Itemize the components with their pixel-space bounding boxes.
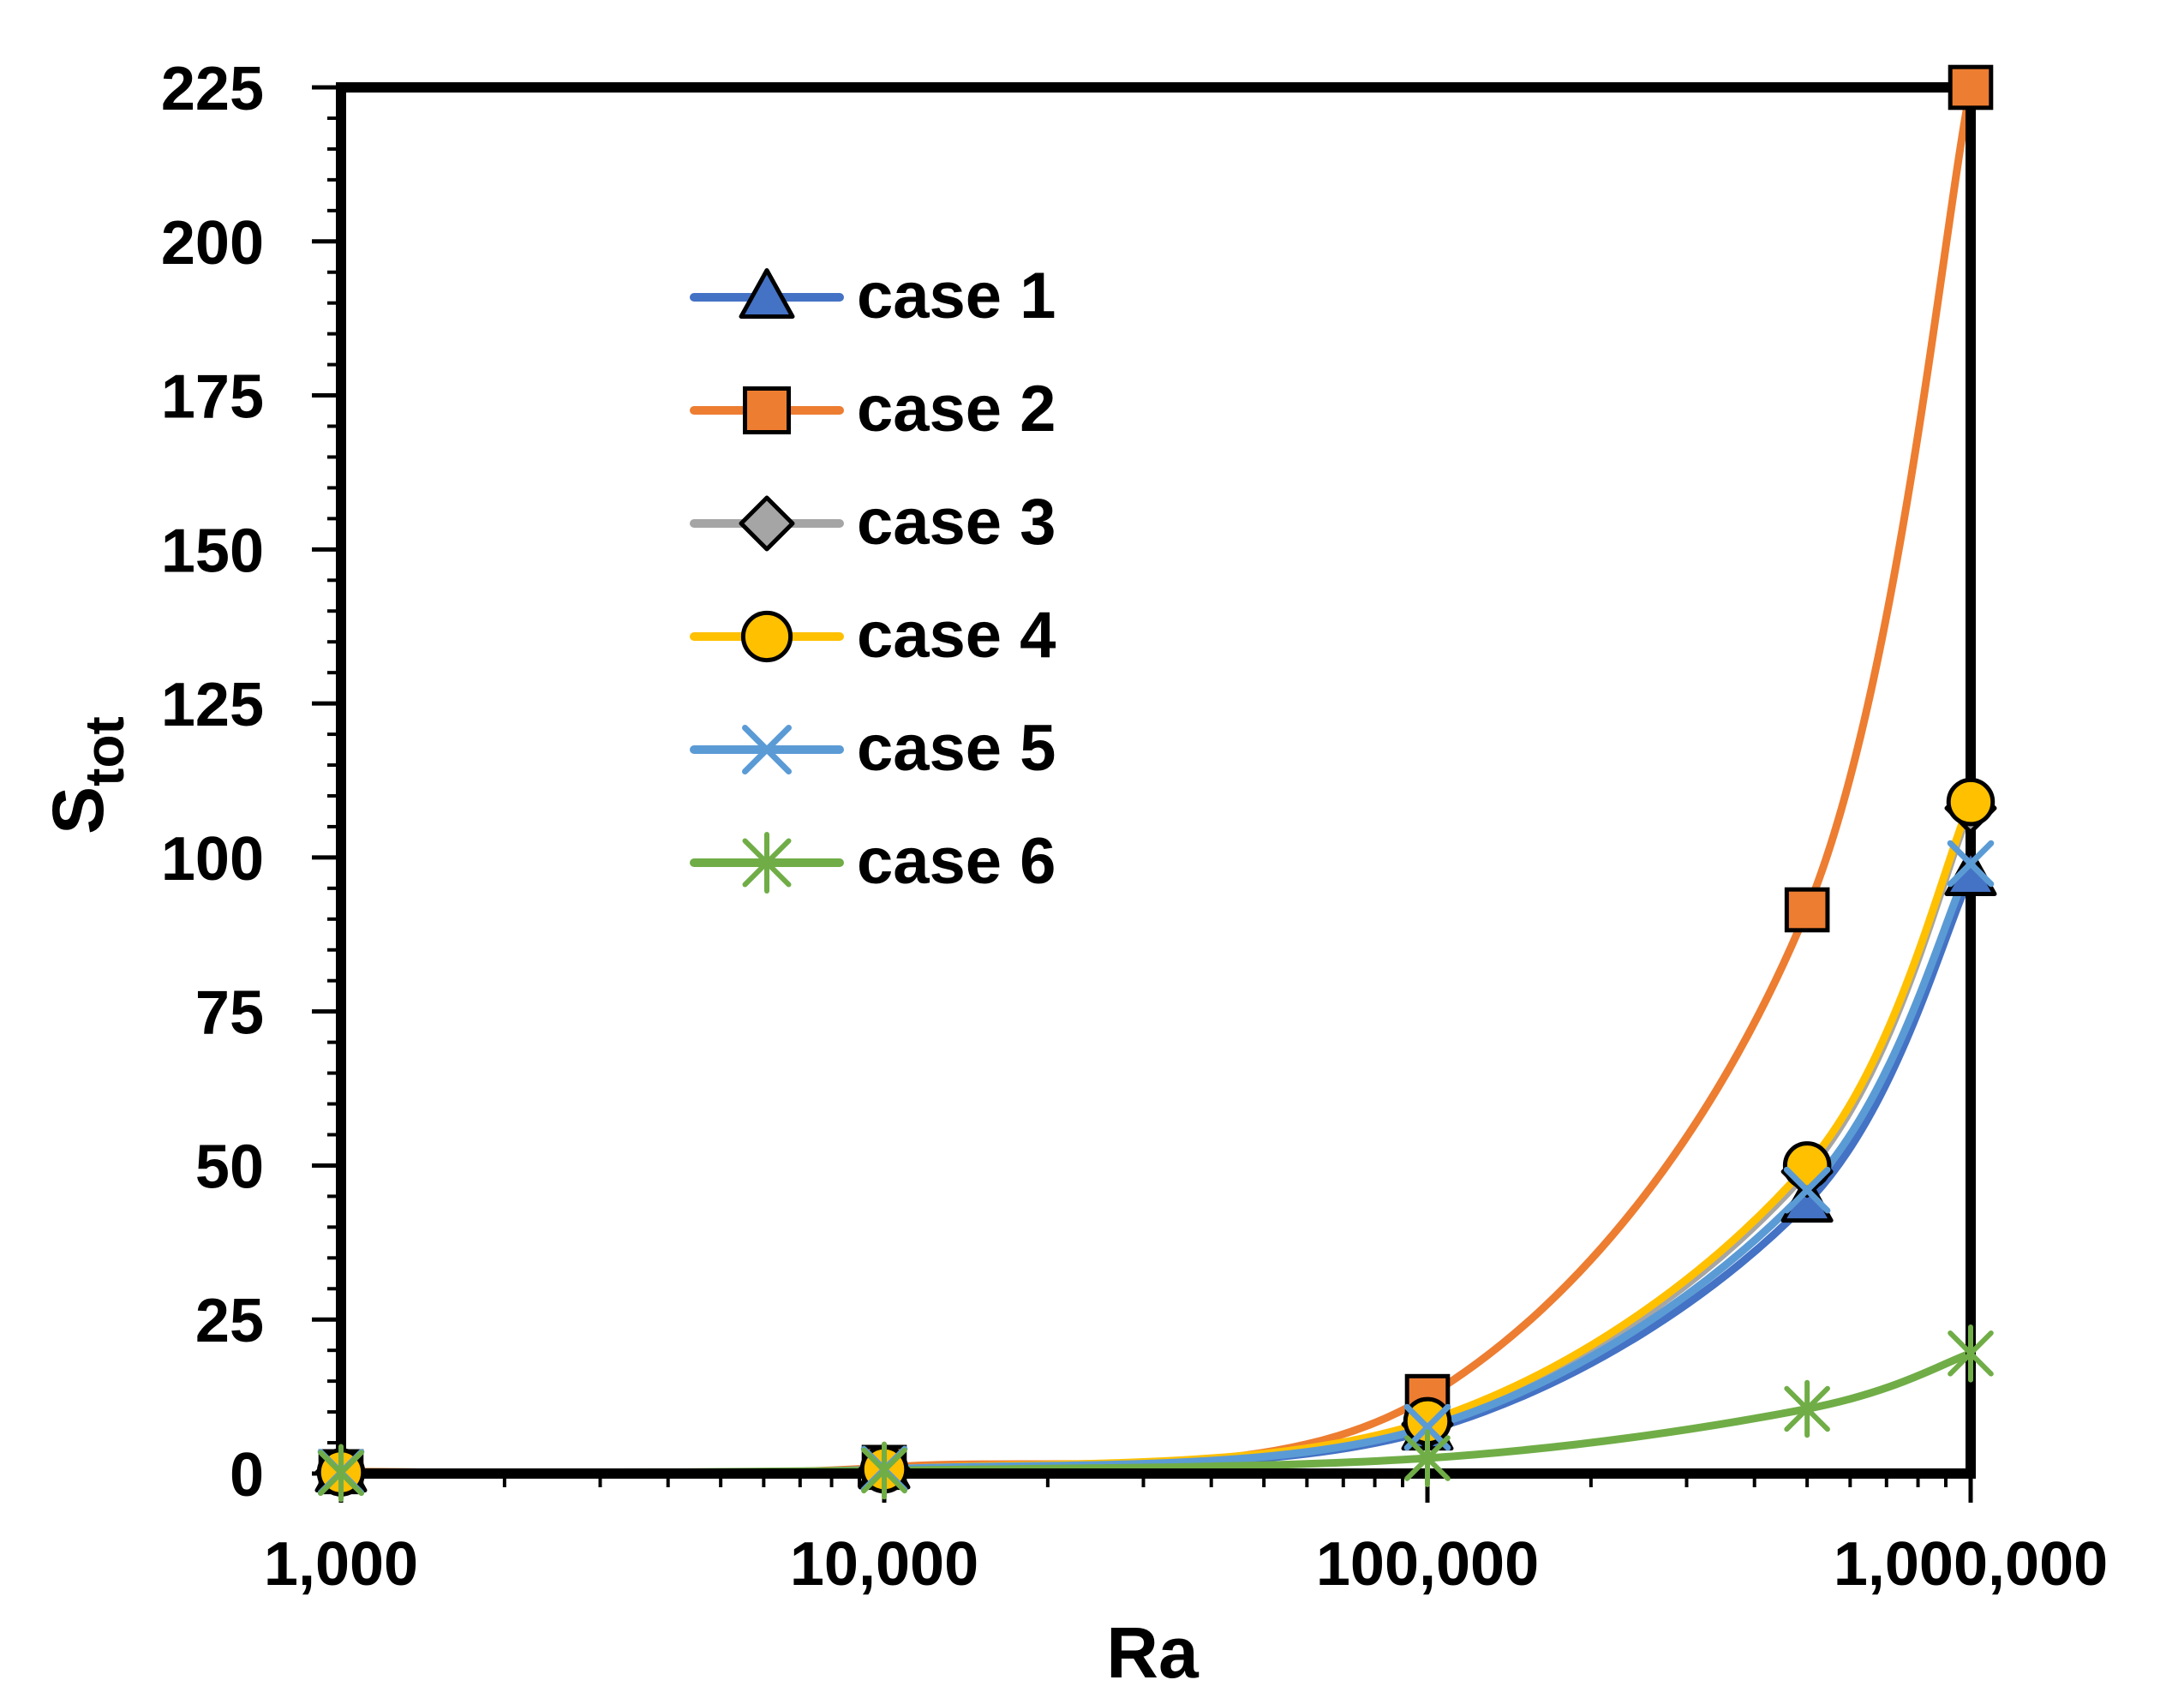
legend-item-case-4: case 4 [690,599,1056,672]
marker-asterisk [742,832,792,894]
marker-square [1948,64,1994,111]
y-tick-label: 200 [161,209,264,278]
series-line-case-5 [337,859,1975,1478]
legend: case 1 case 2 case 3 case 4 case 5 case 6 [690,260,1056,898]
marker-x [1947,840,1995,888]
legend-label: case 1 [857,260,1056,332]
legend-item-case-5: case 5 [690,712,1056,785]
y-axis-title-subscript: tot [74,716,135,786]
series-line-case-6 [337,1349,1975,1477]
legend-label: case 2 [857,373,1056,445]
legend-label: case 5 [857,712,1056,785]
plot-lines [337,83,1975,1479]
series-line-case-1 [337,871,1975,1478]
x-axis: 1,000 10,000 100,000 1,000,000 [264,1474,2108,1599]
y-tick-label: 75 [195,979,264,1048]
y-axis: 0 25 50 75 100 125 150 175 200 225 [161,55,341,1510]
legend-item-case-2: case 2 [690,373,1056,445]
legend-label: case 4 [857,599,1056,672]
marker-x [1783,1166,1831,1214]
y-axis-title-main: S [38,786,118,834]
marker-asterisk [1948,1324,1994,1383]
legend-item-case-1: case 1 [690,260,1056,332]
y-tick-label: 150 [161,517,264,585]
x-axis-title: Ra [1106,1612,1200,1693]
y-tick-label: 50 [195,1133,264,1201]
marker-square [1784,887,1830,933]
marker-triangle [739,268,795,319]
marker-x [742,725,792,774]
y-axis-title: Stot [38,716,135,834]
marker-circle [1946,777,1996,827]
legend-label: case 3 [857,486,1056,559]
y-tick-label: 0 [230,1441,264,1510]
x-tick-label: 1,000 [264,1530,418,1599]
x-tick-label: 100,000 [1316,1530,1539,1599]
marker-asterisk [1784,1379,1830,1438]
marker-asterisk [861,1441,907,1500]
marker-x-stroke [1783,1166,1831,1214]
marker-x-stroke [742,725,792,774]
marker-circle [1782,1141,1832,1190]
y-tick-label: 175 [161,363,264,432]
marker-circle [740,610,793,663]
marker-asterisk [318,1444,364,1503]
series-line-case-4 [337,798,1975,1478]
y-tick-label: 125 [161,671,264,739]
y-tick-label: 225 [161,55,264,123]
x-tick-label: 1,000,000 [1834,1530,2108,1599]
marker-diamond [739,495,795,552]
legend-item-case-6: case 6 [690,825,1056,898]
y-tick-label: 100 [161,825,264,894]
marker-x-stroke [1947,840,1995,888]
y-tick-label: 25 [195,1287,264,1355]
marker-asterisk [1404,1429,1451,1487]
plot-markers [314,64,1997,1503]
legend-label: case 6 [857,825,1056,898]
marker-square [743,386,791,434]
x-tick-label: 10,000 [790,1530,978,1599]
legend-item-case-3: case 3 [690,486,1056,559]
series-line-case-3 [337,804,1975,1478]
